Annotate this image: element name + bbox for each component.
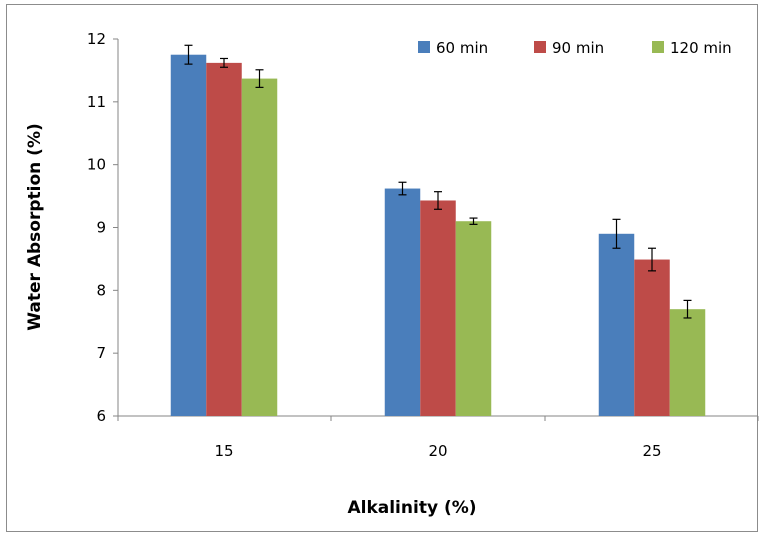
x-tick-label: 15 [214, 442, 233, 460]
legend-label: 120 min [670, 39, 732, 57]
bar [206, 62, 242, 416]
bar [598, 233, 635, 416]
bar [634, 259, 670, 416]
bar [241, 78, 278, 417]
legend-label: 90 min [552, 39, 604, 57]
legend-swatch [534, 41, 546, 53]
y-tick-label: 10 [87, 156, 106, 174]
legend: 60 min 90 min 120 min [418, 39, 732, 57]
bar [455, 221, 492, 416]
plot-area: 6 7 8 9 10 11 12 15 20 25 [87, 30, 759, 460]
y-tick-label: 7 [96, 344, 106, 362]
y-axis-title: Water Absorption (%) [25, 123, 45, 330]
y-tick-label: 6 [96, 407, 106, 425]
bar [669, 309, 706, 416]
x-tick-label: 20 [428, 442, 447, 460]
bar [170, 54, 207, 416]
y-tick-label: 12 [87, 30, 106, 48]
legend-swatch [652, 41, 664, 53]
x-axis-title: Alkalinity (%) [347, 498, 476, 518]
bar [384, 188, 421, 416]
bar [420, 200, 456, 416]
x-tick-label: 25 [642, 442, 661, 460]
y-tick-label: 8 [96, 281, 106, 299]
legend-swatch [418, 41, 430, 53]
y-tick-label: 9 [96, 219, 106, 237]
legend-label: 60 min [436, 39, 488, 57]
y-tick-label: 11 [87, 93, 106, 111]
